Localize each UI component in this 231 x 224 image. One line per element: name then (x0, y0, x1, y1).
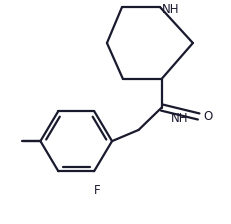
Text: NH: NH (162, 3, 179, 16)
Text: NH: NH (171, 112, 188, 125)
Text: O: O (203, 110, 213, 123)
Text: F: F (94, 183, 101, 196)
